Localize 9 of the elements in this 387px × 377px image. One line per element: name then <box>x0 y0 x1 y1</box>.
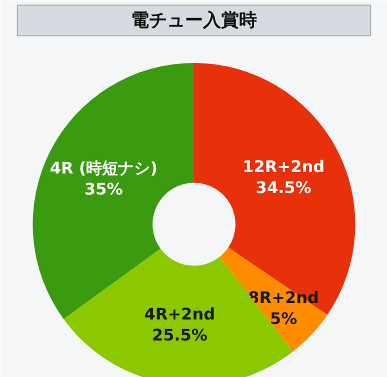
slice-label: 4R+2nd <box>144 304 216 324</box>
slice-label: 12R+2nd <box>242 156 325 176</box>
slice-label: 8R+2nd <box>248 288 319 308</box>
data-label: 34.5% <box>256 178 312 197</box>
data-label: 5% <box>270 309 298 328</box>
slice-label: 4R (時短ナシ) <box>50 158 158 178</box>
data-label: 35% <box>84 179 123 198</box>
data-label: 25.5% <box>152 325 208 344</box>
chart-title: 電チュー入賞時 <box>131 10 257 31</box>
